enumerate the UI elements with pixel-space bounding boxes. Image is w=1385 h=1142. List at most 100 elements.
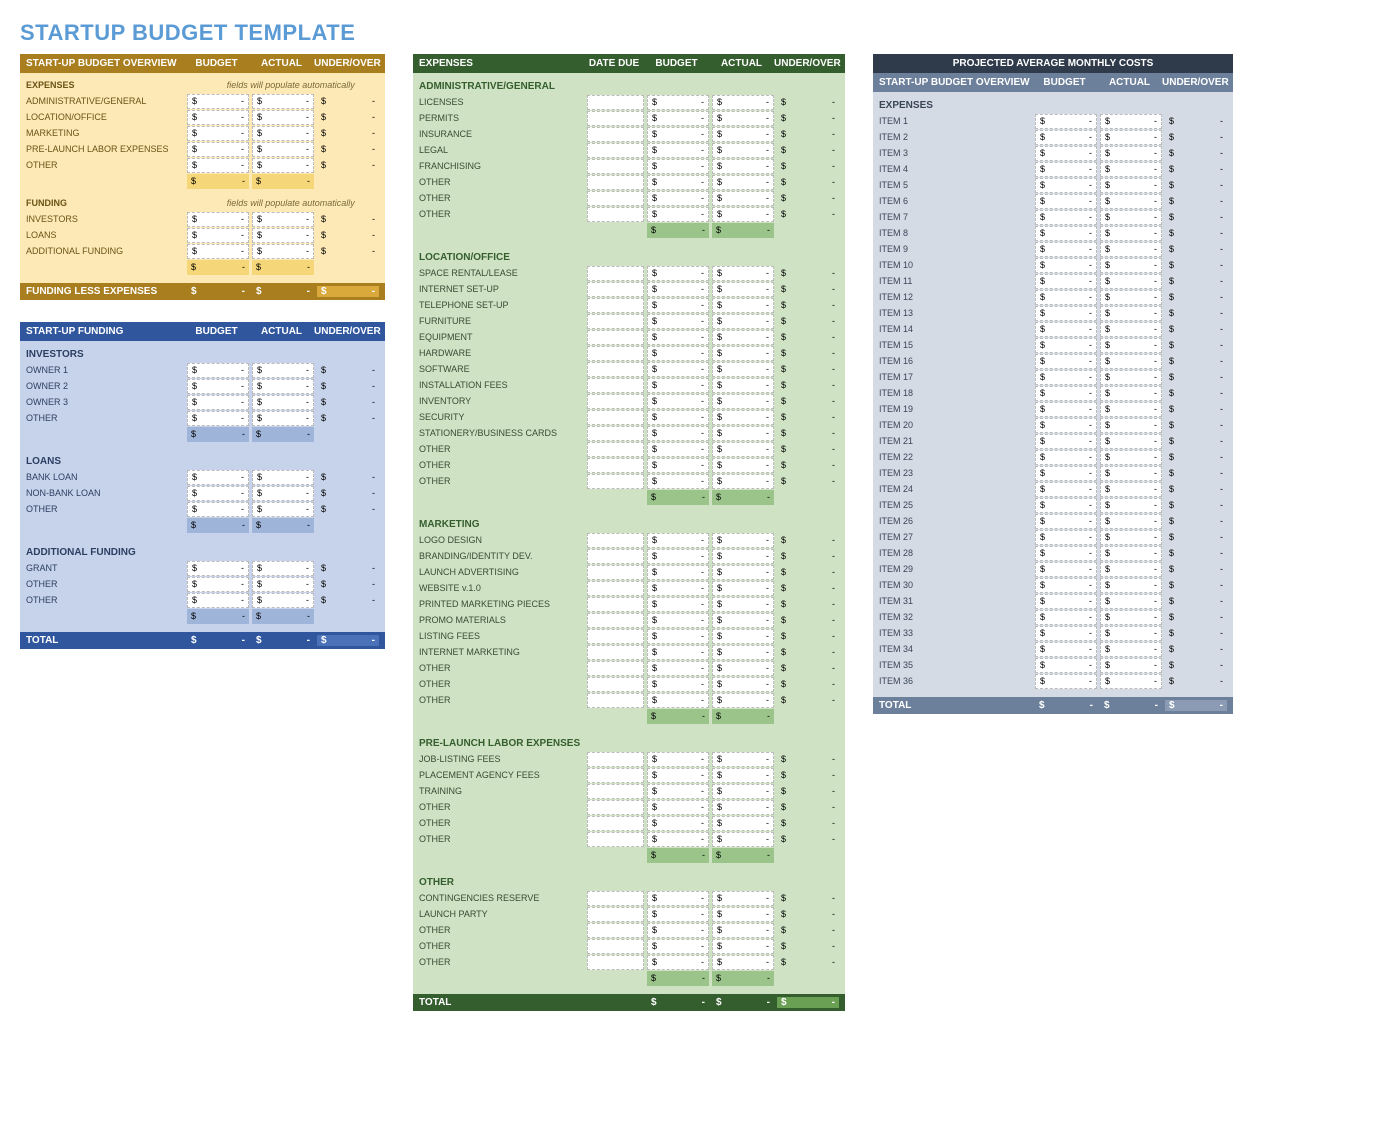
- money-cell[interactable]: $-: [712, 939, 774, 954]
- money-cell[interactable]: $-: [187, 577, 249, 592]
- money-cell[interactable]: $-: [647, 426, 709, 441]
- money-cell[interactable]: $-: [252, 593, 314, 608]
- money-cell[interactable]: $-: [187, 593, 249, 608]
- money-cell[interactable]: $-: [647, 677, 709, 692]
- date-due-input[interactable]: [587, 891, 644, 906]
- date-due-input[interactable]: [587, 832, 644, 847]
- date-due-input[interactable]: [587, 458, 644, 473]
- money-cell[interactable]: $-: [712, 677, 774, 692]
- money-cell[interactable]: $-: [1035, 386, 1097, 401]
- date-due-input[interactable]: [587, 207, 644, 222]
- money-cell[interactable]: $-: [647, 565, 709, 580]
- date-due-input[interactable]: [587, 677, 644, 692]
- money-cell[interactable]: $-: [712, 891, 774, 906]
- money-cell[interactable]: $-: [1100, 338, 1162, 353]
- money-cell[interactable]: $-: [1100, 274, 1162, 289]
- money-cell[interactable]: $-: [1100, 466, 1162, 481]
- money-cell[interactable]: $-: [1035, 338, 1097, 353]
- money-cell[interactable]: $-: [647, 645, 709, 660]
- money-cell[interactable]: $-: [187, 470, 249, 485]
- money-cell[interactable]: $-: [1100, 658, 1162, 673]
- money-cell[interactable]: $-: [252, 395, 314, 410]
- date-due-input[interactable]: [587, 661, 644, 676]
- money-cell[interactable]: $-: [647, 891, 709, 906]
- money-cell[interactable]: $-: [712, 442, 774, 457]
- money-cell[interactable]: $-: [647, 474, 709, 489]
- money-cell[interactable]: $-: [647, 800, 709, 815]
- money-cell[interactable]: $-: [647, 394, 709, 409]
- money-cell[interactable]: $-: [1100, 194, 1162, 209]
- money-cell[interactable]: $-: [187, 395, 249, 410]
- money-cell[interactable]: $-: [647, 95, 709, 110]
- money-cell[interactable]: $-: [647, 768, 709, 783]
- money-cell[interactable]: $-: [187, 411, 249, 426]
- date-due-input[interactable]: [587, 923, 644, 938]
- money-cell[interactable]: $-: [712, 533, 774, 548]
- money-cell[interactable]: $-: [1035, 370, 1097, 385]
- money-cell[interactable]: $-: [712, 907, 774, 922]
- money-cell[interactable]: $-: [1100, 210, 1162, 225]
- money-cell[interactable]: $-: [1035, 450, 1097, 465]
- date-due-input[interactable]: [587, 907, 644, 922]
- money-cell[interactable]: $-: [712, 159, 774, 174]
- money-cell[interactable]: $-: [1035, 546, 1097, 561]
- money-cell[interactable]: $-: [647, 613, 709, 628]
- money-cell[interactable]: $-: [647, 378, 709, 393]
- money-cell[interactable]: $-: [1100, 674, 1162, 689]
- date-due-input[interactable]: [587, 426, 644, 441]
- date-due-input[interactable]: [587, 143, 644, 158]
- money-cell[interactable]: $-: [712, 175, 774, 190]
- money-cell[interactable]: $-: [712, 346, 774, 361]
- money-cell[interactable]: $-: [1100, 130, 1162, 145]
- money-cell[interactable]: $-: [1035, 402, 1097, 417]
- money-cell[interactable]: $-: [1100, 578, 1162, 593]
- money-cell[interactable]: $-: [712, 581, 774, 596]
- date-due-input[interactable]: [587, 159, 644, 174]
- money-cell[interactable]: $-: [1100, 546, 1162, 561]
- date-due-input[interactable]: [587, 127, 644, 142]
- date-due-input[interactable]: [587, 378, 644, 393]
- money-cell[interactable]: $-: [1035, 290, 1097, 305]
- money-cell[interactable]: $-: [252, 502, 314, 517]
- date-due-input[interactable]: [587, 266, 644, 281]
- money-cell[interactable]: $-: [1035, 354, 1097, 369]
- money-cell[interactable]: $-: [1100, 226, 1162, 241]
- money-cell[interactable]: $-: [647, 410, 709, 425]
- money-cell[interactable]: $-: [1100, 258, 1162, 273]
- money-cell[interactable]: $-: [647, 752, 709, 767]
- date-due-input[interactable]: [587, 314, 644, 329]
- date-due-input[interactable]: [587, 939, 644, 954]
- money-cell[interactable]: $-: [647, 330, 709, 345]
- money-cell[interactable]: $-: [1035, 274, 1097, 289]
- money-cell[interactable]: $-: [647, 191, 709, 206]
- money-cell[interactable]: $-: [712, 693, 774, 708]
- money-cell[interactable]: $-: [712, 298, 774, 313]
- money-cell[interactable]: $-: [712, 314, 774, 329]
- money-cell[interactable]: $-: [712, 111, 774, 126]
- date-due-input[interactable]: [587, 768, 644, 783]
- money-cell[interactable]: $-: [1035, 194, 1097, 209]
- date-due-input[interactable]: [587, 629, 644, 644]
- money-cell[interactable]: $-: [1100, 386, 1162, 401]
- money-cell[interactable]: $-: [252, 561, 314, 576]
- money-cell[interactable]: $-: [712, 266, 774, 281]
- date-due-input[interactable]: [587, 282, 644, 297]
- money-cell[interactable]: $-: [647, 923, 709, 938]
- money-cell[interactable]: $-: [712, 661, 774, 676]
- date-due-input[interactable]: [587, 298, 644, 313]
- date-due-input[interactable]: [587, 394, 644, 409]
- money-cell[interactable]: $-: [252, 363, 314, 378]
- money-cell[interactable]: $-: [712, 474, 774, 489]
- money-cell[interactable]: $-: [1035, 498, 1097, 513]
- money-cell[interactable]: $-: [1035, 322, 1097, 337]
- money-cell[interactable]: $-: [647, 362, 709, 377]
- money-cell[interactable]: $-: [1035, 562, 1097, 577]
- money-cell[interactable]: $-: [1100, 402, 1162, 417]
- money-cell[interactable]: $-: [1035, 210, 1097, 225]
- money-cell[interactable]: $-: [712, 394, 774, 409]
- money-cell[interactable]: $-: [1035, 434, 1097, 449]
- money-cell[interactable]: $-: [187, 379, 249, 394]
- date-due-input[interactable]: [587, 111, 644, 126]
- money-cell[interactable]: $-: [1035, 466, 1097, 481]
- money-cell[interactable]: $-: [1035, 578, 1097, 593]
